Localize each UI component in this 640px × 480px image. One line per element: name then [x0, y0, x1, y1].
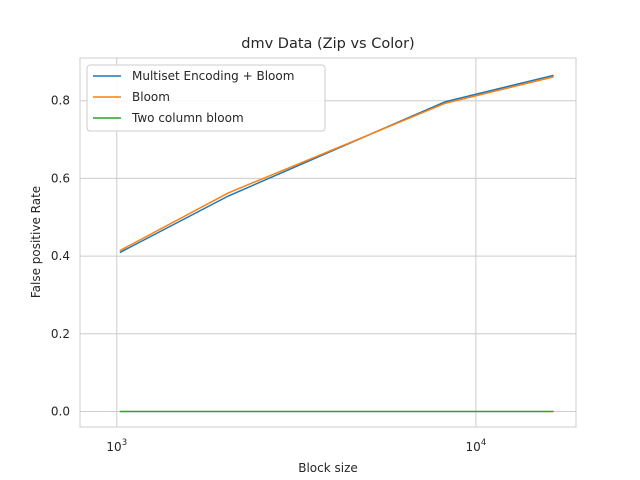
- series-lines: [119, 74, 554, 413]
- legend-label: Two column bloom: [131, 111, 244, 125]
- y-axis-title: False positive Rate: [29, 186, 43, 298]
- chart-title: dmv Data (Zip vs Color): [241, 36, 414, 52]
- legend-label: Bloom: [132, 90, 170, 104]
- x-tick-labels: 103 104: [106, 438, 486, 454]
- y-tick-label: 0.6: [51, 171, 70, 185]
- y-tick-label: 0.8: [51, 94, 70, 108]
- y-tick-labels: 0.0 0.2 0.4 0.6 0.8: [51, 94, 70, 419]
- x-tick-exponent: 4: [481, 438, 486, 448]
- legend-box: [86, 64, 326, 132]
- x-tick-label: 103: [106, 438, 127, 454]
- x-tick-base: 10: [466, 440, 481, 454]
- x-tick-label: 104: [466, 438, 487, 454]
- legend-label: Multiset Encoding + Bloom: [132, 69, 294, 83]
- x-tick-exponent: 3: [122, 438, 127, 448]
- y-tick-label: 0.4: [51, 249, 70, 263]
- x-tick-base: 10: [106, 440, 121, 454]
- series-line-2: [119, 76, 554, 252]
- y-tick-label: 0.0: [51, 404, 70, 418]
- x-axis-title: Block size: [298, 461, 358, 475]
- legend: Multiset Encoding + Bloom Bloom Two column…: [86, 64, 326, 132]
- y-tick-label: 0.2: [51, 327, 70, 341]
